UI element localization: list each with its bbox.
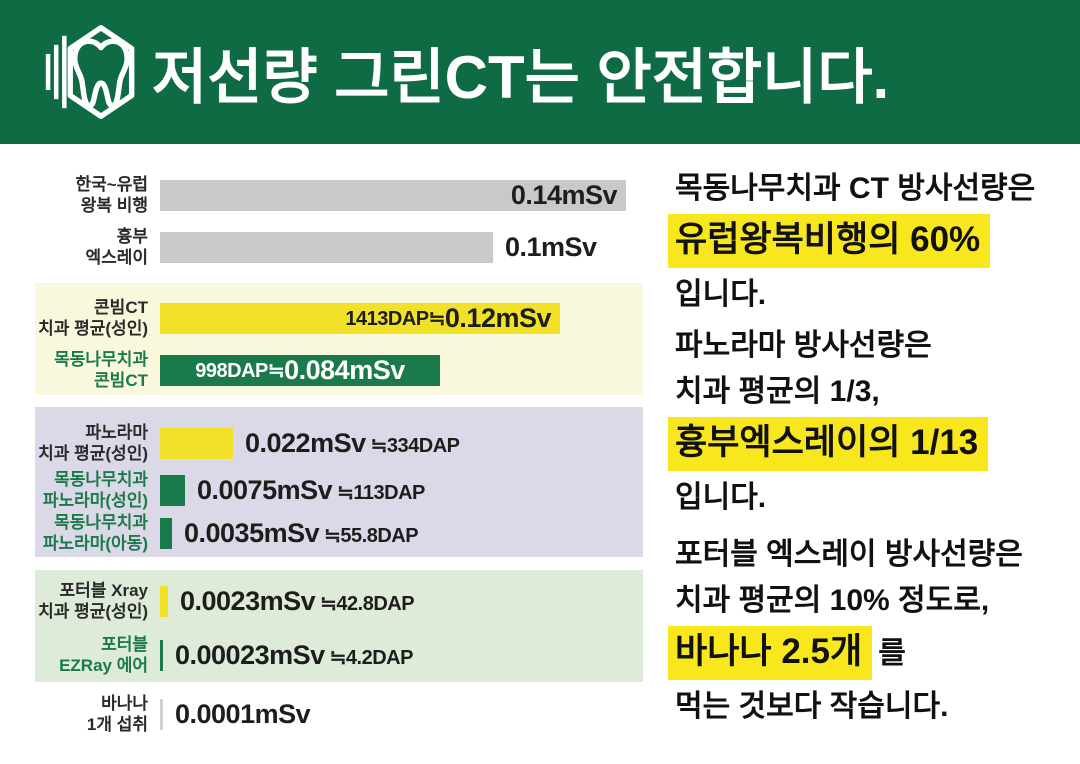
dap-label: ≒42.8DAP (320, 592, 415, 615)
chart-row-conebeam-average: 콘빔CT 치과 평균(성인) 1413DAP≒ 0.12mSv (35, 296, 675, 340)
narrative-paragraph-ct: 목동나무치과 CT 방사선량은 유럽왕복비행의 60% 입니다. (668, 166, 1080, 318)
label-line: 바나나 (101, 694, 148, 713)
value-label: 0.12mSv (444, 302, 552, 333)
chart-row-chest-xray: 흉부 엑스레이 0.1mSv (35, 225, 675, 269)
chart-row-banana: 바나나 1개 섭취 0.0001mSv (35, 692, 675, 736)
narrative-highlight-line: 유럽왕복비행의 60% (668, 214, 1080, 270)
bar-chest-xray (160, 231, 493, 263)
label-line: 흉부 (116, 227, 148, 246)
section-portable-panel (35, 570, 643, 682)
label-line: 파노라마(성인) (42, 491, 148, 510)
label-line: 목동나무치과 (54, 350, 148, 369)
row-label: 포터블 EZRay 에어 (35, 634, 148, 676)
chart-row-namu-panorama-child: 목동나무치과 파노라마(아동) 0.0035mSv ≒55.8DAP (35, 511, 675, 555)
narrative-paragraph-panorama: 파노라마 방사선량은 치과 평균의 1/3, 흉부엑스레이의 1/13 입니다. (668, 323, 1080, 521)
narrative-line: 치과 평균의 1/3, (675, 375, 880, 408)
chart-row-portable-ezray: 포터블 EZRay 에어 0.00023mSv ≒4.2DAP (35, 633, 675, 677)
value-label: 0.14mSv (510, 179, 618, 210)
chart-row-namu-panorama-adult: 목동나무치과 파노라마(성인) 0.0075mSv ≒113DAP (35, 468, 675, 512)
label-line: 콘빔CT (94, 298, 148, 317)
value-label: 0.084mSv (284, 354, 405, 385)
section-panorama-panel (35, 407, 643, 557)
highlight-tail-text: 를 (878, 637, 906, 670)
value-label: 0.0023mSv (180, 585, 316, 616)
value-label: 0.1mSv (505, 231, 597, 262)
value-group: 0.00023mSv ≒4.2DAP (175, 640, 413, 671)
label-line: 한국~유럽 (75, 175, 149, 194)
dap-label: ≒113DAP (337, 481, 425, 504)
bar-portable-ezray (160, 639, 163, 671)
row-label: 포터블 Xray 치과 평균(성인) (35, 580, 148, 622)
label-line: 1개 섭취 (86, 715, 148, 734)
highlighted-text: 흉부엑스레이의 1/13 (668, 417, 989, 471)
bar-namu-panorama-child (160, 517, 172, 549)
label-line: 파노라마 (85, 423, 148, 442)
bar-banana (160, 698, 163, 730)
chart-row-flight: 한국~유럽 왕복 비행 0.14mSv (35, 173, 675, 217)
row-label: 목동나무치과 파노라마(아동) (35, 512, 148, 554)
label-line: 포터블 (101, 635, 148, 654)
row-label: 목동나무치과 콘빔CT (35, 349, 148, 391)
narrative-line: 입니다. (675, 278, 767, 311)
value-group: 0.0023mSv ≒42.8DAP (180, 585, 415, 617)
narrative-line: 포터블 엑스레이 방사선량은 (675, 538, 1023, 571)
dap-label: 998DAP≒ (195, 359, 285, 382)
highlighted-text: 유럽왕복비행의 60% (668, 214, 991, 268)
highlighted-text: 바나나 2.5개 (668, 626, 873, 680)
value-label: 0.00023mSv (175, 639, 325, 670)
value-label: 0.022mSv (245, 427, 366, 458)
chart-row-panorama-average: 파노라마 치과 평균(성인) 0.022mSv ≒334DAP (35, 421, 675, 465)
narrative-line: 치과 평균의 10% 정도로, (675, 584, 990, 617)
label-line: 목동나무치과 (54, 513, 148, 532)
dap-label: ≒4.2DAP (329, 646, 414, 669)
value-group: 0.0001mSv (175, 698, 311, 730)
row-label: 한국~유럽 왕복 비행 (35, 174, 149, 216)
label-line: EZRay 에어 (59, 656, 148, 675)
bar-panorama-average (160, 427, 233, 459)
bar-namu-conebeam: 998DAP≒ 0.084mSv (160, 354, 440, 386)
row-label: 목동나무치과 파노라마(성인) (35, 469, 148, 511)
bar-portable-average (160, 585, 168, 617)
value-group: 0.1mSv (505, 232, 597, 263)
bar-flight: 0.14mSv (160, 179, 626, 211)
label-line: 치과 평균(성인) (38, 602, 148, 621)
narrative-highlight-line: 바나나 2.5개 를 (668, 626, 1080, 682)
label-line: 콘빔CT (94, 371, 148, 390)
dap-label: 1413DAP≒ (345, 307, 445, 330)
label-line: 목동나무치과 (54, 470, 148, 489)
value-group: 0.0075mSv ≒113DAP (197, 475, 425, 506)
chart-row-namu-conebeam: 목동나무치과 콘빔CT 998DAP≒ 0.084mSv (35, 348, 675, 392)
narrative-line: 파노라마 방사선량은 (675, 329, 932, 362)
narrative-line: 목동나무치과 CT 방사선량은 (675, 172, 1036, 205)
chart-row-portable-average: 포터블 Xray 치과 평균(성인) 0.0023mSv ≒42.8DAP (35, 579, 675, 623)
label-line: 왕복 비행 (80, 196, 148, 215)
label-line: 파노라마(아동) (42, 534, 148, 553)
row-label: 흉부 엑스레이 (35, 226, 148, 268)
row-label: 콘빔CT 치과 평균(성인) (35, 297, 148, 339)
dap-label: ≒55.8DAP (324, 524, 419, 547)
narrative-paragraph-portable: 포터블 엑스레이 방사선량은 치과 평균의 10% 정도로, 바나나 2.5개 를… (668, 532, 1080, 730)
row-label: 파노라마 치과 평균(성인) (35, 422, 148, 464)
narrative-line: 먹는 것보다 작습니다. (675, 690, 949, 723)
poster-title: 저선량 그린CT는 안전합니다. (152, 43, 890, 111)
label-line: 포터블 Xray (59, 581, 148, 600)
value-label: 0.0001mSv (175, 698, 311, 729)
value-group: 0.0035mSv ≒55.8DAP (184, 517, 419, 549)
label-line: 치과 평균(성인) (38, 319, 148, 338)
dap-label: ≒334DAP (370, 434, 460, 457)
label-line: 엑스레이 (85, 248, 148, 267)
value-label: 0.0075mSv (197, 474, 333, 505)
header-banner: 저선량 그린CT는 안전합니다. (0, 0, 1080, 144)
narrative-highlight-line: 흉부엑스레이의 1/13 (668, 417, 1080, 473)
narrative-line: 입니다. (675, 481, 767, 514)
row-label: 바나나 1개 섭취 (35, 693, 148, 735)
bar-conebeam-average: 1413DAP≒ 0.12mSv (160, 302, 560, 334)
bar-namu-panorama-adult (160, 474, 185, 506)
value-group: 0.022mSv ≒334DAP (245, 427, 460, 459)
label-line: 치과 평균(성인) (38, 444, 148, 463)
tooth-hexagon-logo-icon (45, 25, 135, 119)
value-label: 0.0035mSv (184, 517, 320, 548)
